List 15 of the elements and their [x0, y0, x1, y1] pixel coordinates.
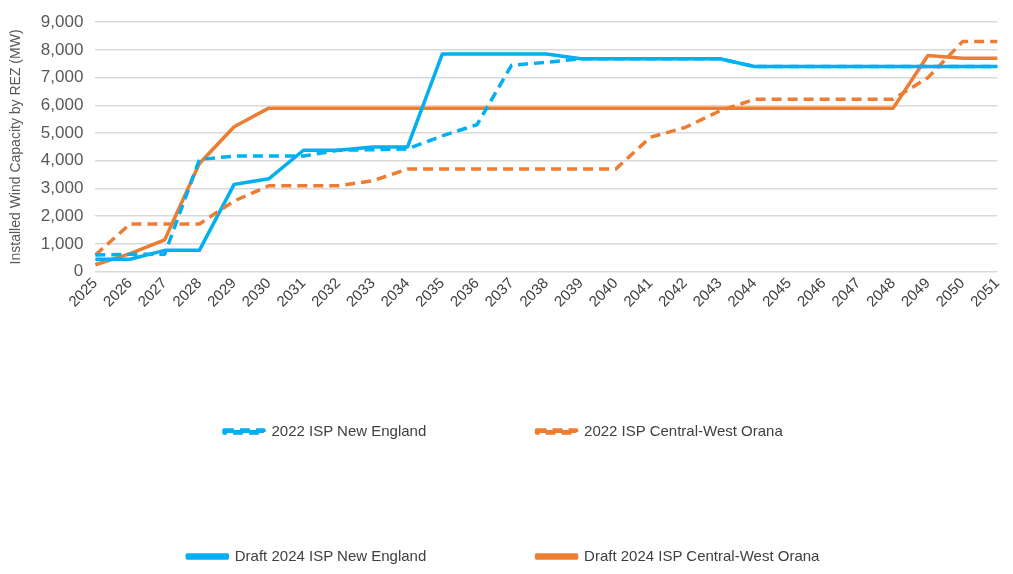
y-tick-label: 7,000 — [40, 67, 84, 87]
y-axis-title: Installed Wind Capacity by REZ (MW) — [7, 29, 24, 265]
y-tick-label: 6,000 — [40, 95, 84, 115]
y-tick-label: 3,000 — [40, 178, 84, 198]
legend-label: 2022 ISP Central-West Orana — [584, 421, 784, 439]
y-tick-label: 5,000 — [40, 122, 84, 142]
y-tick-label: 2,000 — [40, 205, 84, 225]
legend-label: Draft 2024 ISP New England — [234, 546, 427, 564]
y-tick-label: 9,000 — [40, 11, 84, 31]
legend-label: 2022 ISP New England — [271, 421, 427, 439]
y-tick-label: 4,000 — [40, 150, 84, 170]
y-tick-label: 0 — [73, 261, 84, 281]
legend-label: Draft 2024 ISP Central-West Orana — [584, 546, 821, 564]
y-tick-label: 1,000 — [40, 233, 84, 253]
y-tick-label: 8,000 — [40, 39, 84, 59]
